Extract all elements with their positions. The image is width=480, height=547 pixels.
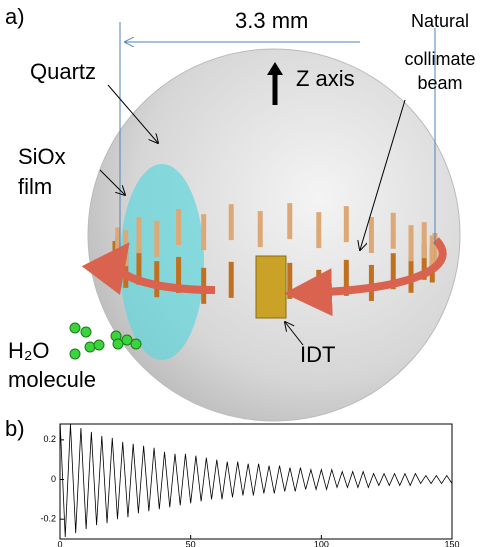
electrode: [369, 265, 374, 301]
molecule-label: molecule: [8, 367, 96, 392]
x-tick-label: 100: [314, 539, 329, 547]
x-tick-label: 50: [186, 539, 196, 547]
film-patch: [120, 164, 204, 360]
electrode: [287, 263, 292, 299]
film-label: SiOx: [18, 144, 66, 169]
electrode: [123, 230, 128, 266]
electrode: [287, 203, 292, 239]
electrode: [422, 222, 427, 258]
electrode: [136, 217, 141, 253]
y-tick-label: 0: [51, 474, 56, 484]
electrode: [176, 209, 181, 245]
y-tick-label: 0.2: [43, 434, 56, 444]
electrode: [391, 213, 396, 249]
dimension-label: 3.3 mm: [235, 8, 308, 33]
quartz-label: Quartz: [30, 59, 96, 84]
beam-label: beam: [417, 73, 462, 93]
electrode: [201, 214, 206, 250]
electrode: [154, 221, 159, 257]
idt-chip: [256, 256, 286, 318]
waveform: [60, 420, 452, 537]
panel-label: a): [5, 4, 25, 29]
y-tick-label: -0.2: [40, 514, 56, 524]
illustration: a) 3.3 mm Natural collimate beam Quartz …: [5, 4, 476, 441]
electrode: [316, 270, 321, 306]
electrode: [409, 225, 414, 261]
beam-label: collimate: [404, 49, 475, 69]
electrode: [344, 206, 349, 242]
electrode: [369, 217, 374, 253]
molecule-label: H₂O: [8, 338, 50, 363]
electrode: [316, 212, 321, 248]
beam-label: Natural: [411, 11, 469, 31]
x-tick-label: 150: [444, 539, 459, 547]
electrode: [154, 261, 159, 297]
electrode: [229, 262, 234, 298]
electrode: [258, 211, 263, 247]
panel-label: b): [5, 416, 25, 441]
electrode: [229, 204, 234, 240]
film-label: film: [18, 174, 52, 199]
idt-label: IDT: [300, 342, 335, 367]
figure: a) 3.3 mm Natural collimate beam Quartz …: [0, 0, 480, 547]
x-tick-label: 0: [57, 539, 62, 547]
z-axis-label: Z axis: [296, 66, 355, 91]
